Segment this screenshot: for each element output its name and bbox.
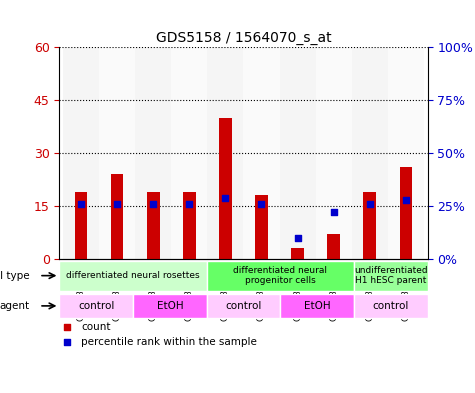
Text: percentile rank within the sample: percentile rank within the sample	[82, 337, 257, 347]
Bar	[75, 192, 87, 259]
FancyBboxPatch shape	[59, 261, 207, 290]
Bar	[255, 195, 268, 259]
Bar	[363, 192, 376, 259]
FancyBboxPatch shape	[133, 294, 207, 318]
Point	[150, 201, 157, 207]
Point	[77, 201, 85, 207]
Bar	[147, 192, 160, 259]
Text: control: control	[225, 301, 262, 311]
Point	[257, 201, 265, 207]
Bar	[399, 167, 412, 259]
Text: count: count	[82, 322, 111, 332]
Title: GDS5158 / 1564070_s_at: GDS5158 / 1564070_s_at	[156, 31, 331, 45]
Bar	[315, 47, 352, 259]
Bar	[279, 47, 315, 259]
FancyBboxPatch shape	[280, 294, 354, 318]
Bar	[244, 47, 279, 259]
FancyBboxPatch shape	[354, 261, 428, 290]
Text: differentiated neural rosettes: differentiated neural rosettes	[66, 271, 200, 280]
Bar	[327, 234, 340, 259]
Bar	[135, 47, 171, 259]
Text: undifferentiated
H1 hESC parent: undifferentiated H1 hESC parent	[354, 266, 428, 285]
Bar	[171, 47, 208, 259]
FancyBboxPatch shape	[59, 294, 133, 318]
Text: EtOH: EtOH	[304, 301, 331, 311]
Bar	[291, 248, 304, 259]
Bar	[99, 47, 135, 259]
Text: EtOH: EtOH	[156, 301, 183, 311]
Text: agent: agent	[0, 301, 30, 311]
Point	[186, 201, 193, 207]
Bar	[183, 192, 196, 259]
Bar	[219, 118, 232, 259]
Point	[366, 201, 373, 207]
Point	[294, 235, 301, 241]
Text: cell type: cell type	[0, 271, 30, 281]
Bar	[111, 174, 124, 259]
Point	[402, 196, 409, 203]
FancyBboxPatch shape	[354, 294, 428, 318]
Point	[330, 209, 337, 215]
Text: differentiated neural
progenitor cells: differentiated neural progenitor cells	[233, 266, 327, 285]
Bar	[352, 47, 388, 259]
Point	[114, 201, 121, 207]
FancyBboxPatch shape	[207, 294, 280, 318]
Bar	[388, 47, 424, 259]
Point	[222, 195, 229, 201]
Point	[306, 263, 314, 269]
Bar	[63, 47, 99, 259]
Text: control: control	[78, 301, 114, 311]
FancyBboxPatch shape	[207, 261, 354, 290]
Text: control: control	[372, 301, 409, 311]
Bar	[208, 47, 244, 259]
Point	[306, 125, 314, 132]
